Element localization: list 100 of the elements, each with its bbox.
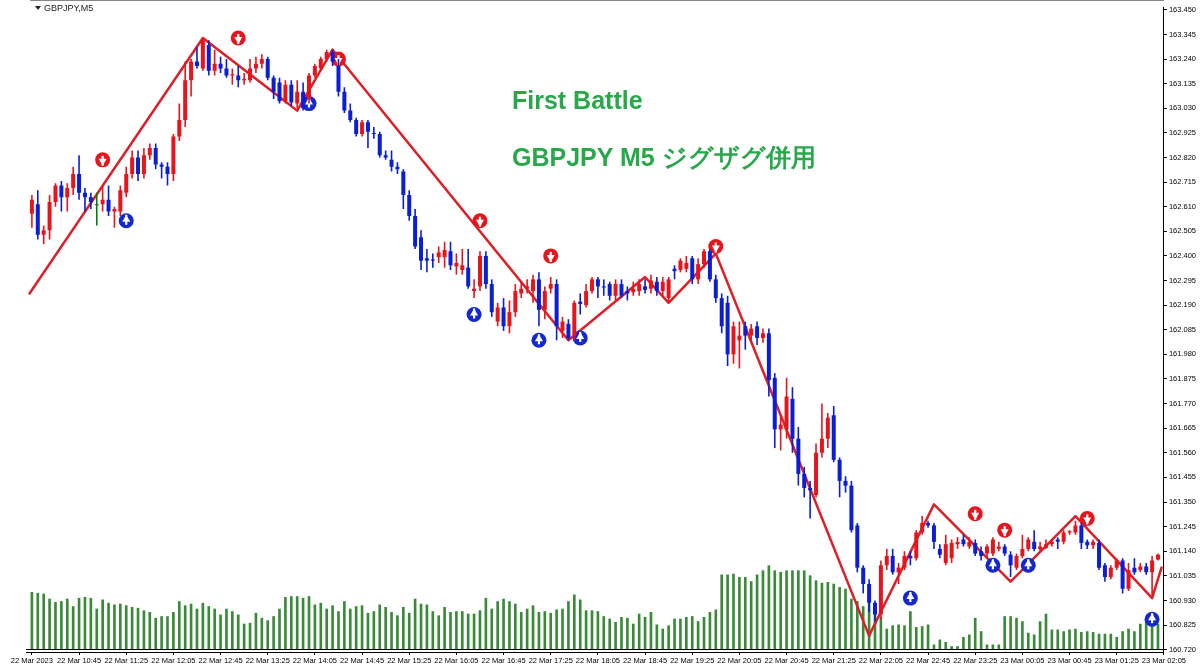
bar <box>690 616 694 649</box>
bar <box>154 617 158 649</box>
candlestick <box>949 538 954 564</box>
candlestick <box>348 102 353 124</box>
bar <box>950 646 953 649</box>
bar <box>602 616 606 649</box>
bar <box>773 570 777 649</box>
candlestick <box>507 299 512 335</box>
bar <box>124 605 128 649</box>
bar <box>620 617 623 649</box>
candlestick <box>654 276 659 297</box>
bar <box>177 601 181 649</box>
bar <box>183 605 187 649</box>
bar <box>266 620 270 649</box>
candlestick <box>377 130 382 159</box>
bar <box>885 628 889 649</box>
bar <box>667 625 670 649</box>
candlestick <box>1008 550 1013 578</box>
candlestick <box>619 278 624 299</box>
candlestick <box>236 65 241 88</box>
bar <box>348 608 352 649</box>
bar <box>1026 632 1030 649</box>
bar <box>797 570 800 649</box>
bar <box>1062 631 1065 649</box>
bar <box>1068 629 1071 649</box>
candlestick <box>265 55 270 81</box>
candlestick <box>124 166 129 199</box>
candlestick <box>41 224 46 246</box>
candlestick <box>743 320 748 351</box>
candlestick <box>542 285 547 320</box>
text: GBPJPY M5 ジグザグ併用 <box>512 142 816 173</box>
candlestick <box>749 323 754 344</box>
bar <box>455 611 458 649</box>
candlestick <box>501 297 506 332</box>
bar <box>490 608 494 649</box>
bar <box>897 624 900 649</box>
bar <box>36 592 40 649</box>
bar <box>1015 617 1018 649</box>
candlestick <box>861 564 866 595</box>
bar <box>60 601 63 649</box>
bar <box>1127 628 1130 649</box>
bar <box>119 603 122 649</box>
bar <box>101 599 104 649</box>
candlestick <box>601 278 606 297</box>
candlestick <box>130 149 135 180</box>
candlestick <box>1126 562 1131 592</box>
candlestick <box>460 248 465 276</box>
bar <box>1056 629 1060 649</box>
bar <box>1138 623 1142 649</box>
candlestick <box>71 166 76 196</box>
bar <box>838 587 841 649</box>
candlestick <box>77 154 82 201</box>
bar <box>207 606 211 649</box>
bar <box>148 612 152 649</box>
bar <box>914 627 918 649</box>
bar <box>572 594 576 649</box>
candlestick <box>943 534 948 567</box>
candlestick <box>890 548 895 576</box>
candlestick <box>1150 555 1155 597</box>
candlestick <box>825 412 830 449</box>
bar <box>272 616 275 649</box>
bar <box>325 608 329 649</box>
bar <box>608 618 612 649</box>
candlestick <box>513 283 518 318</box>
bar <box>578 599 582 649</box>
bar <box>219 614 222 649</box>
bar <box>909 611 912 649</box>
candlestick <box>1020 534 1025 560</box>
candlestick <box>442 241 447 269</box>
bar <box>891 625 895 649</box>
candlestick <box>802 466 807 499</box>
candlestick <box>613 278 618 302</box>
candlestick <box>271 74 276 100</box>
bar <box>384 607 387 649</box>
bar <box>844 588 847 649</box>
candlestick <box>648 273 653 295</box>
bar <box>278 608 281 649</box>
candlestick <box>643 278 648 295</box>
bar <box>956 646 959 649</box>
candlestick <box>153 142 158 171</box>
candlestick <box>277 77 282 105</box>
bar <box>508 601 511 649</box>
bar <box>832 583 836 649</box>
candlestick <box>141 147 146 180</box>
bar <box>289 596 293 649</box>
bar <box>1021 621 1024 649</box>
bar <box>685 617 688 649</box>
bar <box>160 616 163 649</box>
bar <box>1009 616 1012 649</box>
bar <box>337 611 340 649</box>
candlestick <box>531 273 536 304</box>
bar <box>968 634 971 649</box>
bar <box>378 604 382 649</box>
bar <box>343 601 346 649</box>
bar <box>631 623 635 649</box>
candlestick <box>1079 522 1084 550</box>
bar <box>48 598 51 649</box>
candlestick <box>289 79 294 107</box>
candlestick <box>1102 562 1107 583</box>
bar <box>555 609 558 649</box>
